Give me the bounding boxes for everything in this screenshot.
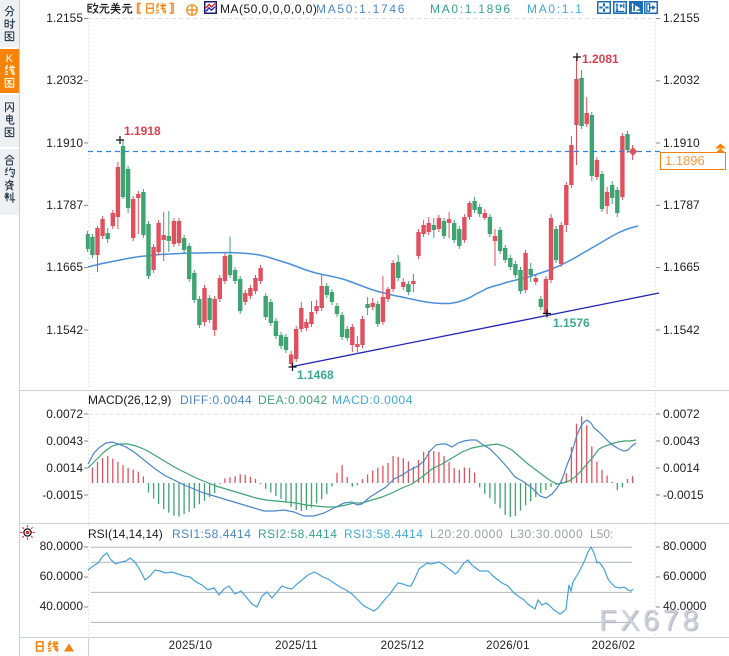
svg-text:K: K bbox=[6, 53, 14, 65]
